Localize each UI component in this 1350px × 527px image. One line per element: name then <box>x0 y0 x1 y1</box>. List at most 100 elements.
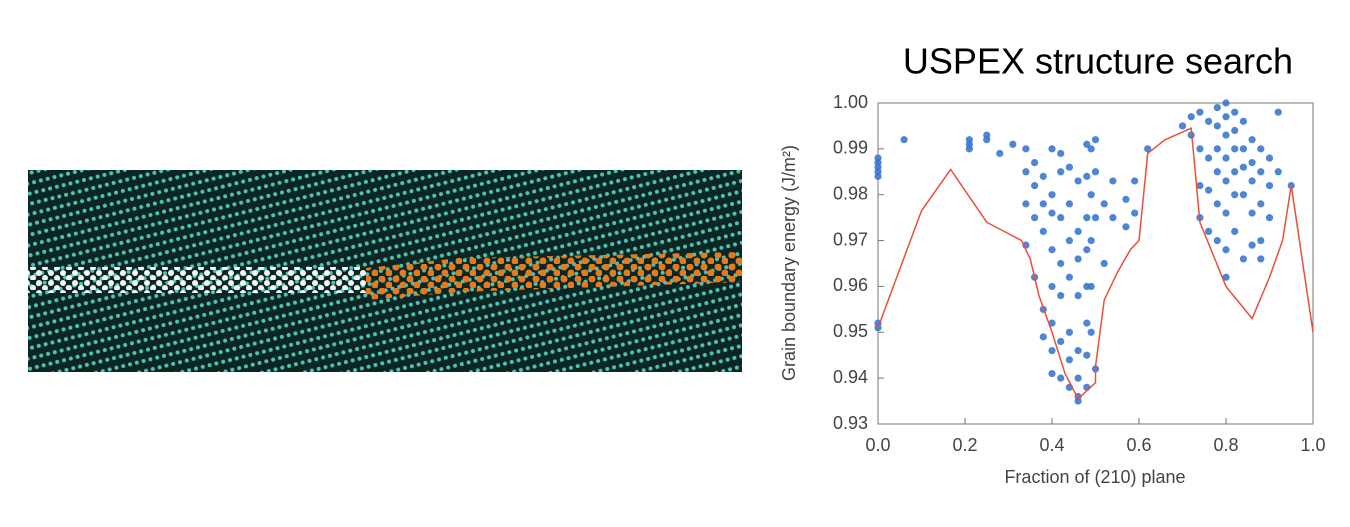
scatter-point <box>1065 236 1073 245</box>
scatter-point <box>1231 227 1239 235</box>
scatter-point <box>1222 154 1230 162</box>
scatter-point <box>1048 145 1056 153</box>
y-tick-label: 1.00 <box>833 92 868 112</box>
scatter-point <box>1065 356 1073 364</box>
scatter-point <box>1213 236 1221 245</box>
line <box>877 127 1314 400</box>
scatter-point <box>1065 273 1073 281</box>
scatter-point <box>1248 241 1256 249</box>
scatter-point <box>1048 282 1056 291</box>
scatter-point <box>1031 181 1039 190</box>
scatter-point <box>1205 117 1213 125</box>
scatter-point <box>1074 177 1082 185</box>
scatter-point <box>1065 328 1073 336</box>
scatter-point <box>1057 259 1065 268</box>
scatter-point <box>1265 154 1274 162</box>
scatter-point <box>1083 140 1091 148</box>
x-tick-label: 0.2 <box>952 435 977 455</box>
scatter-point <box>1222 131 1230 139</box>
scatter-point <box>1048 191 1056 199</box>
scatter-point <box>1057 149 1065 158</box>
scatter-point <box>1048 319 1056 327</box>
scatter-point <box>1231 191 1239 199</box>
scatter-point <box>1222 209 1230 217</box>
scatter-point <box>1122 195 1130 203</box>
scatter-point <box>1248 209 1256 217</box>
scatter-point <box>1039 200 1047 208</box>
scatter-point <box>874 154 882 162</box>
scatter-point <box>1213 122 1221 130</box>
x-tick-label: 0.4 <box>1039 435 1064 455</box>
atomic-structure-image <box>28 170 742 372</box>
scatter-point <box>1131 209 1139 217</box>
scatter-point <box>1057 292 1065 300</box>
scatter-point <box>1087 145 1095 153</box>
scatter-point <box>1039 333 1047 341</box>
scatter-point <box>1048 347 1056 355</box>
scatter-point <box>1213 200 1221 208</box>
scatter-point <box>1265 214 1274 222</box>
scatter-point <box>1083 172 1091 180</box>
scatter-point <box>1087 191 1095 199</box>
scatter-point <box>1144 145 1152 153</box>
scatter-point <box>1257 200 1265 208</box>
scatter-point <box>1083 246 1091 254</box>
scatter-point <box>1065 163 1073 171</box>
scatter-point <box>1274 168 1282 176</box>
y-tick-label: 0.98 <box>833 183 868 203</box>
scatter-point <box>1100 200 1108 208</box>
scatter-point <box>1022 145 1030 153</box>
scatter-point <box>1039 172 1047 180</box>
scatter-point <box>1031 159 1039 167</box>
scatter-point <box>1231 168 1239 176</box>
scatter-point <box>1022 200 1030 208</box>
scatter-point <box>1196 108 1204 116</box>
scatter-point <box>1009 140 1017 148</box>
scatter-point <box>1248 177 1256 185</box>
scatter-point <box>1274 108 1282 116</box>
scatter-point <box>1087 236 1095 245</box>
scatter-point <box>1257 255 1265 263</box>
scatter-point <box>1213 168 1221 176</box>
scatter-point <box>1109 177 1117 185</box>
scatter-point <box>1083 319 1091 327</box>
scatter-point <box>1222 177 1230 185</box>
scatter-point <box>1087 328 1095 336</box>
scatter-point <box>1222 246 1230 254</box>
scatter-point <box>1083 351 1091 359</box>
scatter-point <box>1231 145 1239 153</box>
scatter-point <box>1074 397 1082 405</box>
y-tick-label: 0.93 <box>833 413 868 433</box>
scatter-point <box>1057 374 1065 382</box>
scatter-point <box>1091 136 1100 144</box>
scatter-point <box>1187 113 1195 121</box>
scatter-point <box>1213 103 1221 112</box>
x-axis-label: Fraction of (210) plane <box>1004 467 1185 487</box>
scatter-point <box>1048 246 1056 254</box>
y-tick-label: 0.99 <box>833 138 868 158</box>
scatter-point <box>1131 177 1139 185</box>
scatter-point <box>1065 200 1073 208</box>
scatter-point <box>1239 191 1247 199</box>
scatter-point <box>1031 214 1039 222</box>
scatter-point <box>983 136 991 144</box>
x-tick-label: 0.6 <box>1126 435 1151 455</box>
y-tick-label: 0.95 <box>833 321 868 341</box>
scatter-point <box>1222 113 1230 121</box>
scatter-point <box>1239 117 1247 125</box>
scatter-point <box>1265 181 1274 190</box>
scatter-point <box>1074 227 1082 235</box>
scatter-point <box>1257 145 1265 153</box>
x-tick-label: 1.0 <box>1300 435 1325 455</box>
scatter-point <box>1213 145 1221 153</box>
scatter-point <box>1109 214 1117 222</box>
scatter-point <box>1205 154 1213 162</box>
x-tick-label: 0.8 <box>1213 435 1238 455</box>
scatter-point <box>1122 223 1130 231</box>
white-boundary-atoms <box>28 267 366 293</box>
scatter-point <box>1074 374 1082 382</box>
scatter-point <box>1091 168 1100 176</box>
scatter-point <box>996 149 1004 158</box>
